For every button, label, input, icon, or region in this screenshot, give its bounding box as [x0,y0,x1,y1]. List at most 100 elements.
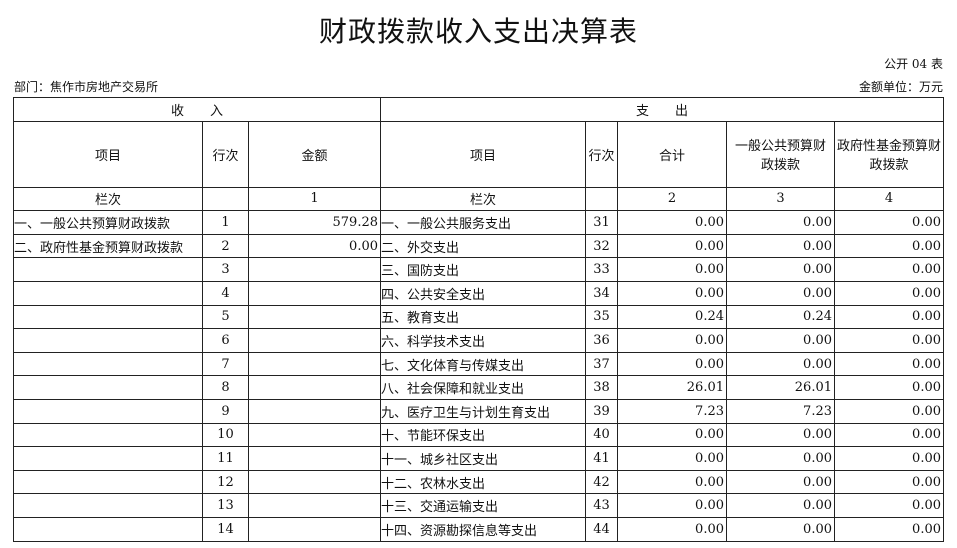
table-row: 13 十三、交通运输支出 43 0.00 0.00 0.00 [13,493,944,518]
income-row-no: 3 [202,257,249,282]
expense-total: 0.00 [617,257,727,282]
expense-row-no: 44 [585,516,618,542]
income-row-no: 13 [202,493,249,518]
income-row-no: 12 [202,469,249,495]
table-row: 12 十二、农林水支出 42 0.00 0.00 0.00 [13,469,944,495]
income-row-no: 1 [202,210,249,235]
expense-fund: 0.00 [834,446,944,471]
expense-general: 0.24 [726,304,835,330]
income-amount: 0.00 [248,233,381,259]
income-item [13,516,203,542]
expense-row-no: 32 [585,233,618,259]
income-row-no: 9 [202,398,249,424]
expense-total: 0.00 [617,446,727,471]
income-item [13,446,203,471]
table-row: 5 五、教育支出 35 0.24 0.24 0.00 [13,304,944,330]
expense-item: 二、外交支出 [380,233,586,259]
table-row: 7 七、文化体育与传媒支出 37 0.00 0.00 0.00 [13,351,944,377]
income-item [13,304,203,330]
expense-row-no: 34 [585,280,618,306]
expense-row-no: 42 [585,469,618,495]
expense-total: 0.00 [617,210,727,235]
expense-item: 十一、城乡社区支出 [380,446,586,471]
expense-row-no: 35 [585,304,618,330]
expense-row-no: 36 [585,328,618,353]
income-row-no: 10 [202,422,249,448]
col-exp-item: 项目 [380,120,586,188]
expense-total: 0.24 [617,304,727,330]
income-row-no: 7 [202,351,249,377]
expense-fund: 0.00 [834,210,944,235]
index-2: 2 [617,186,727,212]
index-label: 栏次 [13,186,203,212]
income-amount [248,446,381,471]
income-item [13,422,203,448]
table-row: 二、政府性基金预算财政拨款 2 0.00 二、外交支出 32 0.00 0.00 0.00 [13,233,944,259]
income-row-no: 4 [202,280,249,306]
expense-fund: 0.00 [834,469,944,495]
income-amount [248,375,381,400]
expense-general: 26.01 [726,375,835,400]
col-amount: 金额 [248,120,381,188]
expense-row-no: 38 [585,375,618,400]
income-amount [248,516,381,542]
expense-row-no: 41 [585,446,618,471]
expense-item: 十、节能环保支出 [380,422,586,448]
expense-item: 十四、资源勘探信息等支出 [380,516,586,542]
expense-item: 三、国防支出 [380,257,586,282]
expense-total: 0.00 [617,493,727,518]
income-amount [248,422,381,448]
col-general: 一般公共预算财政拨款 [726,120,835,188]
expense-header: 支 出 [380,97,944,122]
income-amount [248,328,381,353]
expense-general: 0.00 [726,422,835,448]
income-item [13,280,203,306]
expense-item: 七、文化体育与传媒支出 [380,351,586,377]
index-blank [202,186,249,212]
table-row: 一、一般公共预算财政拨款 1 579.28 一、一般公共服务支出 31 0.00 0.00 0… [13,210,944,235]
expense-item: 八、社会保障和就业支出 [380,375,586,400]
expense-item: 六、科学技术支出 [380,328,586,353]
expense-general: 0.00 [726,233,835,259]
expense-fund: 0.00 [834,257,944,282]
expense-row-no: 39 [585,398,618,424]
expense-total: 0.00 [617,469,727,495]
income-item [13,257,203,282]
expense-general: 0.00 [726,469,835,495]
income-amount [248,304,381,330]
income-item [13,351,203,377]
expense-item: 五、教育支出 [380,304,586,330]
income-row-no: 11 [202,446,249,471]
col-fund: 政府性基金预算财政拨款 [834,120,944,188]
income-item: 一、一般公共预算财政拨款 [13,210,203,235]
income-item [13,328,203,353]
expense-row-no: 33 [585,257,618,282]
expense-total: 0.00 [617,328,727,353]
table-row: 8 八、社会保障和就业支出 38 26.01 26.01 0.00 [13,375,944,400]
income-item [13,375,203,400]
expense-fund: 0.00 [834,422,944,448]
table-row: 3 三、国防支出 33 0.00 0.00 0.00 [13,257,944,282]
table-row: 10 十、节能环保支出 40 0.00 0.00 0.00 [13,422,944,448]
expense-fund: 0.00 [834,328,944,353]
income-amount: 579.28 [248,210,381,235]
expense-fund: 0.00 [834,516,944,542]
expense-general: 0.00 [726,280,835,306]
expense-fund: 0.00 [834,304,944,330]
table-row: 11 十一、城乡社区支出 41 0.00 0.00 0.00 [13,446,944,471]
expense-total: 0.00 [617,233,727,259]
income-row-no: 6 [202,328,249,353]
expense-general: 7.23 [726,398,835,424]
expense-fund: 0.00 [834,493,944,518]
income-row-no: 5 [202,304,249,330]
expense-general: 0.00 [726,446,835,471]
table-row: 14 十四、资源勘探信息等支出 44 0.00 0.00 0.00 [13,516,944,542]
expense-fund: 0.00 [834,351,944,377]
income-amount [248,351,381,377]
index-blank [585,186,618,212]
index-1: 1 [248,186,381,212]
expense-item: 十三、交通运输支出 [380,493,586,518]
expense-fund: 0.00 [834,398,944,424]
expense-total: 0.00 [617,422,727,448]
expense-general: 0.00 [726,351,835,377]
